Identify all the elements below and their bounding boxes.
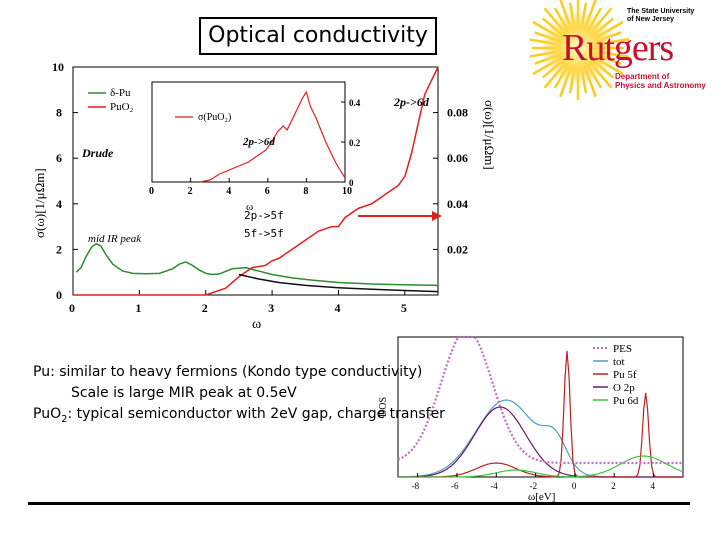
legend-label-puo2: PuO₂ — [110, 101, 134, 113]
drude-label: Drude — [81, 146, 114, 160]
note-mir: Scale is large MIR peak at 0.5eV — [71, 385, 297, 401]
series-line-puo — [73, 66, 439, 296]
inset-x-tick-label: 0 — [149, 186, 154, 197]
dos-x-tick-label: 2 — [611, 481, 616, 491]
inset-series-line — [200, 90, 346, 183]
inset-plot-frame — [151, 81, 346, 183]
y-tick-label: 10 — [52, 60, 64, 74]
rutgers-wordmark: Rutgers — [562, 27, 674, 69]
y2-axis-label: σ(ω)[1/μΩm] — [482, 100, 497, 170]
dos-plot-frame — [397, 336, 684, 478]
inset-x-tick-label: 8 — [303, 186, 308, 197]
dos-legend-label: tot — [613, 356, 625, 368]
dos-x-tick-label: -8 — [412, 481, 420, 491]
x-tick-label: 0 — [69, 301, 75, 315]
sunburst-icon — [530, 0, 630, 100]
note-pu: Pu: similar to heavy fermions (Kondo typ… — [33, 364, 423, 380]
series-line-pu — [75, 242, 439, 287]
dos-x-tick-label: -2 — [530, 481, 538, 491]
x-axis-label: ω — [252, 317, 261, 332]
rutgers-logo: The State University of New Jersey Rutge… — [530, 0, 720, 110]
y2-tick-label: 0.04 — [447, 197, 468, 211]
bottom-rule — [28, 502, 690, 505]
y2-tick-label: 0.06 — [447, 151, 468, 165]
slide-notes: Pu: similar to heavy fermions (Kondo typ… — [33, 362, 445, 430]
arrow-head-icon — [432, 211, 442, 221]
inset-x-tick-label: 4 — [226, 186, 231, 197]
dos-legend-label: PES — [613, 343, 632, 355]
legend-label-pu: δ-Pu — [110, 87, 131, 99]
university-name: The State University of New Jersey — [627, 8, 695, 23]
inset-x-label: ω — [246, 201, 253, 213]
y-tick-label: 4 — [56, 197, 62, 211]
dos-legend-label: O 2p — [613, 382, 635, 394]
y-tick-label: 2 — [56, 242, 62, 256]
series-line-drude — [238, 273, 439, 293]
inset-x-tick-label: 2 — [188, 186, 193, 197]
y-tick-label: 0 — [56, 288, 62, 302]
x-tick-label: 1 — [135, 301, 141, 315]
mid-ir-peak-label: mid IR peak — [88, 233, 142, 245]
department-name: Department of Physics and Astronomy — [615, 72, 706, 90]
main-plot-frame — [72, 66, 439, 296]
inset-x-tick-label: 6 — [265, 186, 270, 197]
inset-y-tick-label: 0.4 — [349, 98, 361, 108]
dos-curve-pu6d — [398, 455, 684, 478]
dos-x-tick-label: -4 — [490, 481, 498, 491]
dos-x-tick-label: 0 — [572, 481, 577, 491]
y-axis-label: σ(ω)[1/μΩm] — [32, 168, 47, 238]
x-tick-label: 3 — [268, 301, 274, 315]
dos-curve-pes — [397, 335, 683, 465]
inset-y-tick-label: 0 — [349, 178, 354, 188]
y-tick-label: 8 — [56, 106, 62, 120]
dos-x-tick-label: -6 — [451, 481, 459, 491]
dos-x-label: ω[eV] — [528, 491, 555, 503]
y2-tick-label: 0.08 — [447, 106, 468, 120]
inset-y-tick-label: 0.2 — [349, 138, 361, 148]
inset-x-tick-label: 10 — [342, 186, 352, 197]
y-tick-label: 6 — [56, 151, 62, 165]
inset-label-2p6d: 2p->6d — [242, 136, 275, 148]
note-puo2: PuO2: typical semiconductor with 2eV gap… — [33, 406, 445, 425]
dos-y-label: DOS — [378, 397, 389, 417]
inset-legend-label: σ(PuO₂) — [198, 112, 231, 123]
dos-legend-label: Pu 6d — [613, 395, 639, 407]
transition-label-2p6d: 2p->6d — [393, 95, 430, 109]
slide-title: Optical conductivity — [199, 17, 437, 55]
dos-legend-label: Pu 5f — [613, 369, 637, 381]
x-tick-label: 2 — [202, 301, 208, 315]
transition-label-2p5f: 2p->5f — [244, 209, 284, 222]
x-tick-label: 4 — [334, 301, 340, 315]
dos-x-tick-label: 4 — [651, 481, 656, 491]
transition-label-5f5f: 5f->5f — [244, 227, 284, 240]
y2-tick-label: 0.02 — [447, 242, 468, 256]
x-tick-label: 5 — [401, 301, 407, 315]
